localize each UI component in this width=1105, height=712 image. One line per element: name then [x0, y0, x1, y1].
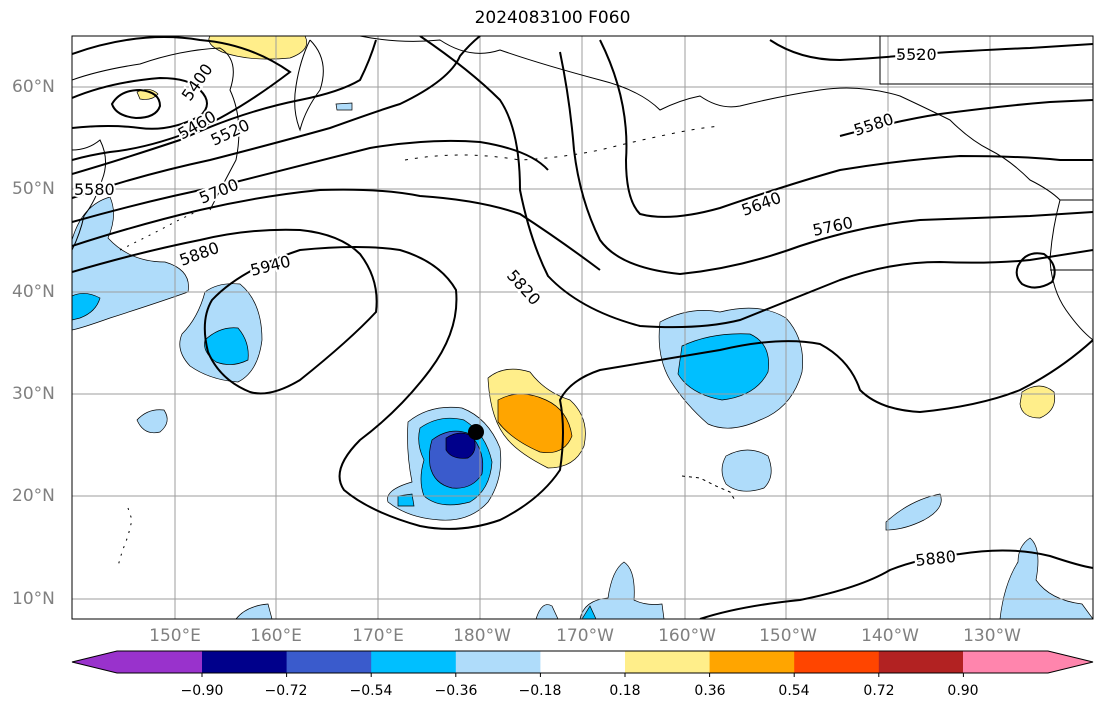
coastline-islands [117, 507, 133, 567]
contour-label: 5520 [896, 45, 937, 64]
colorbar-segment [794, 651, 880, 673]
graticule [72, 36, 1093, 619]
map-plot-area: 5400 5460 5520 5580 5700 5880 5940 5820 … [72, 36, 1093, 619]
colorbar-segment [371, 651, 457, 673]
lat-label: 50°N [12, 179, 55, 199]
contour-line [72, 228, 1093, 530]
lat-label: 10°N [12, 589, 55, 609]
negative-anomaly-region [535, 604, 559, 619]
colorbar-segment [202, 651, 288, 673]
plot-frame [71, 35, 1094, 620]
colorbar-tick-label: −0.36 [434, 683, 478, 699]
lat-label: 60°N [12, 77, 55, 97]
negative-anomaly-region [335, 102, 353, 111]
map-title: 2024083100 F060 [474, 8, 631, 28]
contour-line [72, 39, 377, 175]
colorbar-tick-label: −0.54 [349, 683, 393, 699]
colorbar-tick-label: 0.72 [863, 683, 895, 699]
contour-line [699, 549, 1093, 619]
lat-label: 20°N [12, 486, 55, 506]
colorbar-segment [625, 651, 711, 673]
colorbar-tick-label: 0.18 [609, 683, 641, 699]
contour-line [110, 88, 162, 120]
lat-label: 40°N [12, 282, 55, 302]
lon-label: 140°W [861, 626, 919, 646]
negative-anomaly-region [397, 493, 415, 507]
coastline-kuriles [119, 211, 197, 251]
negative-anomaly-region [721, 449, 772, 492]
positive-anomaly-region [497, 393, 573, 453]
negative-anomaly-region [235, 603, 273, 619]
contour-line [769, 39, 1093, 62]
contour-line [559, 51, 1093, 276]
contour-label: 5580 [74, 180, 115, 199]
contour-line [72, 188, 601, 271]
colorbar-tick-label: −0.90 [180, 683, 224, 699]
contour-line [599, 39, 1093, 218]
height-contours [72, 36, 1093, 619]
colorbar-segment [878, 651, 964, 673]
negative-anomaly-region [445, 432, 476, 459]
coastline-canada-border [879, 36, 1093, 85]
colorbar-tick-label: −0.18 [518, 683, 562, 699]
negative-anomaly-region [72, 196, 189, 331]
lon-label: 180°W [453, 626, 511, 646]
positive-anomaly-region [208, 36, 308, 60]
contour-line [72, 36, 481, 199]
negative-anomaly-region [581, 605, 597, 619]
lat-label: 30°N [12, 384, 55, 404]
colorbar-segment [709, 651, 795, 673]
lon-label: 170°E [352, 626, 404, 646]
negative-anomaly-region [579, 561, 665, 619]
negative-anomaly-region [72, 293, 101, 321]
lon-label: 160°E [250, 626, 302, 646]
lon-label: 170°W [556, 626, 614, 646]
negative-anomaly-region [885, 493, 942, 531]
colorbar-outline [71, 650, 1094, 674]
contour-line [1015, 252, 1056, 289]
data-marker [468, 424, 484, 440]
colorbar-segment [286, 651, 372, 673]
lon-label: 130°W [963, 626, 1021, 646]
coastline-hawaii [681, 475, 737, 503]
contour-line [839, 99, 1093, 137]
coastline-north-america [1049, 199, 1093, 341]
colorbar-tick-label: −0.72 [264, 683, 308, 699]
coastline-kamchatka [294, 39, 324, 132]
colorbar-extend-min [72, 651, 202, 673]
colorbar-tick-label: 0.90 [947, 683, 979, 699]
colorbar-segment [540, 651, 626, 673]
contour-line [419, 36, 1093, 329]
lon-label: 150°E [149, 626, 201, 646]
lon-label: 150°W [759, 626, 817, 646]
coastline-alaska [359, 36, 1093, 201]
lon-label: 160°W [658, 626, 716, 646]
contour-line [72, 36, 292, 161]
colorbar-extend-max [963, 651, 1093, 673]
contour-line [72, 76, 208, 130]
colorbar-segment [455, 651, 541, 673]
colorbar [71, 650, 1094, 677]
colorbar-tick-label: 0.36 [694, 683, 726, 699]
contour-line [72, 139, 549, 223]
colorbar-tick-label: 0.54 [778, 683, 810, 699]
negative-anomaly-region [136, 409, 168, 434]
